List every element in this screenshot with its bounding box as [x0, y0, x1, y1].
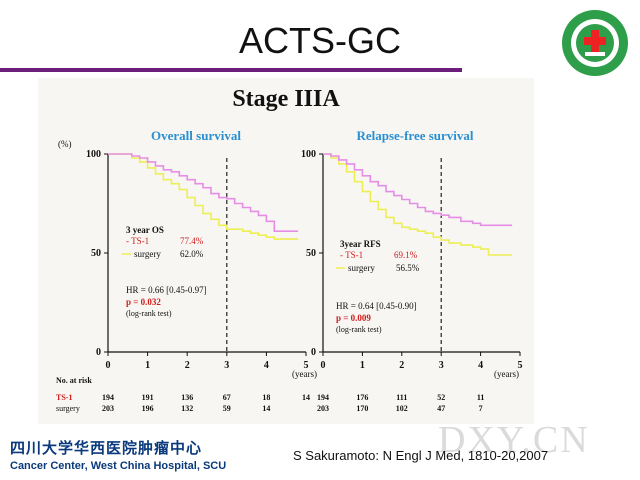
rfs-x-tick-label: 2 — [399, 360, 404, 371]
citation: S Sakuramoto: N Engl J Med, 1810-20,2007 — [293, 448, 549, 463]
os-legend-surgery-value: 62.0% — [180, 249, 204, 259]
rfs-curve-ts1 — [323, 153, 513, 227]
rfs-x-tick-label: 3 — [439, 360, 444, 371]
rfs-legend-heading: 3year RFS — [340, 239, 381, 249]
hospital-logo-icon — [562, 10, 628, 76]
os-x-unit: (years) — [292, 369, 317, 379]
os-y-tick-label: 50 — [91, 248, 101, 259]
rfs-at-risk-surgery: 203 — [317, 404, 329, 413]
rfs-legend-ts1-value: 69.1% — [394, 250, 418, 260]
os-p-text: p = 0.032 — [126, 297, 161, 307]
os-at-risk-ts1: 191 — [142, 393, 154, 402]
rfs-y-tick-label: 100 — [301, 149, 316, 160]
os-x-tick-label: 5 — [304, 360, 309, 371]
title-underline — [0, 68, 462, 72]
os-x-tick-label: 3 — [224, 360, 229, 371]
survival-figure: Stage IIIA (%) Overall survival 0 1 2 3 4 505… — [56, 86, 523, 413]
os-at-risk-ts1: 18 — [262, 393, 270, 402]
os-at-risk-surgery: 59 — [223, 404, 231, 413]
os-legend-ts1-label: - TS-1 — [126, 236, 149, 246]
os-y-tick-label: 0 — [96, 347, 101, 358]
os-at-risk-surgery: 132 — [181, 404, 193, 413]
rfs-legend-ts1-label: - TS-1 — [340, 250, 363, 260]
rfs-legend-surgery-value: 56.5% — [396, 263, 420, 273]
os-x-tick-label: 2 — [185, 360, 190, 371]
watermark: DXY.CN — [438, 419, 590, 461]
rfs-at-risk-ts1: 52 — [437, 393, 445, 402]
rfs-chart-title: Relapse-free survival — [356, 128, 473, 143]
os-at-risk-surgery: 196 — [142, 404, 154, 413]
os-at-risk-surgery: 203 — [102, 404, 114, 413]
at-risk-surgery-label: surgery — [56, 404, 80, 413]
os-x-tick-label: 0 — [106, 360, 111, 371]
figure-heading: Stage IIIA — [232, 86, 340, 112]
rfs-at-risk-surgery: 170 — [356, 404, 368, 413]
os-legend-surgery-label: surgery — [134, 249, 161, 259]
os-at-risk-ts1: 67 — [223, 393, 231, 402]
y-unit-label: (%) — [58, 139, 72, 149]
os-at-risk-ts1: 14 — [302, 393, 310, 402]
at-risk-ts1-label: TS-1 — [56, 393, 72, 402]
rfs-y-tick-label: 0 — [311, 347, 316, 358]
os-x-tick-label: 4 — [264, 360, 269, 371]
rfs-at-risk-ts1: 111 — [396, 393, 407, 402]
at-risk-label: No. at risk — [56, 376, 92, 385]
rfs-y-tick-label: 50 — [306, 248, 316, 259]
os-at-risk-surgery: 14 — [262, 404, 270, 413]
os-x-tick-label: 1 — [145, 360, 150, 371]
slide-title: ACTS-GC — [239, 20, 401, 61]
os-curve-surgery — [108, 153, 299, 240]
rfs-curve-surgery — [323, 153, 513, 256]
os-chart-title: Overall survival — [151, 128, 241, 143]
footer-institution-cn: 四川大学华西医院肿瘤中心 — [10, 439, 203, 457]
rfs-p-text: p = 0.009 — [336, 313, 371, 323]
os-at-risk-ts1: 194 — [102, 393, 114, 402]
rfs-at-risk-ts1: 11 — [477, 393, 485, 402]
os-legend-heading: 3 year OS — [126, 225, 164, 235]
rfs-x-tick-label: 1 — [360, 360, 365, 371]
rfs-hr-text: HR = 0.64 [0.45-0.90] — [336, 301, 417, 311]
rfs-at-risk-ts1: 176 — [356, 393, 368, 402]
rfs-at-risk-surgery: 7 — [479, 404, 483, 413]
footer-institution-en: Cancer Center, West China Hospital, SCU — [10, 460, 227, 472]
rfs-x-unit: (years) — [494, 369, 519, 379]
rfs-x-tick-label: 0 — [321, 360, 326, 371]
os-hr-text: HR = 0.66 [0.45-0.97] — [126, 285, 207, 295]
os-test-text: (log-rank test) — [126, 309, 172, 318]
rfs-at-risk-surgery: 102 — [396, 404, 408, 413]
os-curve-ts1 — [108, 153, 299, 232]
rfs-test-text: (log-rank test) — [336, 325, 382, 334]
os-legend-ts1-value: 77.4% — [180, 236, 204, 246]
rfs-at-risk-surgery: 47 — [437, 404, 445, 413]
rfs-at-risk-ts1: 194 — [317, 393, 329, 402]
os-at-risk-ts1: 136 — [181, 393, 193, 402]
figure-panel — [38, 78, 534, 424]
rfs-x-tick-label: 4 — [478, 360, 483, 371]
rfs-legend-surgery-label: surgery — [348, 263, 375, 273]
os-y-tick-label: 100 — [86, 149, 101, 160]
rfs-x-tick-label: 5 — [518, 360, 523, 371]
